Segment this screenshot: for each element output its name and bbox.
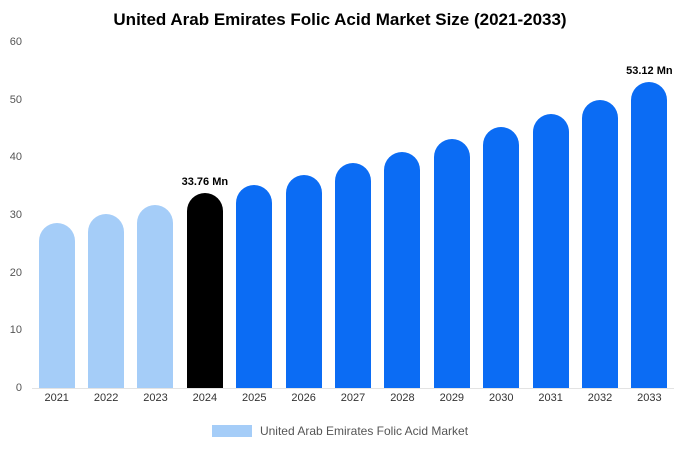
- bar-2029: [433, 139, 470, 388]
- bar-2033: 53.12 Mn: [626, 65, 673, 388]
- y-tick-label: 10: [9, 324, 22, 337]
- bar-2022: [88, 214, 125, 388]
- x-tick-label-2022: 2022: [93, 392, 119, 404]
- bar-2027: [335, 163, 372, 388]
- bar-2026: [285, 174, 322, 388]
- bar-column-2029: [427, 42, 476, 388]
- y-tick-label: 20: [9, 266, 22, 279]
- bar-2031: [532, 113, 569, 388]
- bar-column-2023: [131, 42, 180, 388]
- bar-value-label-2024: 33.76 Mn: [181, 176, 229, 189]
- y-tick-label: 0: [15, 382, 22, 394]
- bar-2025: [236, 185, 273, 388]
- x-tick-label-2030: 2030: [488, 392, 514, 404]
- x-tick-label-2029: 2029: [439, 392, 465, 404]
- legend: United Arab Emirates Folic Acid Market: [0, 424, 680, 438]
- bar-column-2030: [477, 42, 526, 388]
- x-tick-label-2025: 2025: [242, 392, 267, 404]
- legend-swatch-icon: [211, 425, 252, 437]
- bar-column-2026: [279, 42, 328, 388]
- y-tick-label: 50: [9, 93, 22, 106]
- plot-area: 33.76 Mn 53.12 Mn: [32, 42, 674, 389]
- y-tick-label: 30: [9, 209, 22, 221]
- bar-column-2032: [575, 42, 624, 388]
- bar-value-label-2033: 53.12 Mn: [626, 64, 673, 77]
- x-tick-label-2023: 2023: [143, 392, 168, 404]
- bar-column-2022: [81, 42, 130, 388]
- y-tick-label: 60: [9, 36, 22, 48]
- y-axis: 0 10 20 30 40 50 60: [0, 36, 28, 394]
- x-tick-label-2028: 2028: [390, 392, 415, 404]
- bar-2024: 33.76 Mn: [182, 176, 228, 388]
- x-tick-label-2031: 2031: [538, 392, 563, 404]
- bar-column-2028: [378, 42, 427, 388]
- bar-2032: [581, 99, 618, 388]
- bars-container: 33.76 Mn 53.12 Mn: [32, 42, 674, 388]
- x-axis: 2021 2022 2023 2024 2025 2026 2027 2028 2029 2030…: [32, 392, 674, 404]
- y-tick-label: 40: [9, 151, 22, 164]
- bar-column-2027: [328, 42, 377, 388]
- x-tick-label-2027: 2027: [340, 392, 366, 404]
- bar-2021: [38, 223, 75, 388]
- x-tick-label-2033: 2033: [637, 392, 662, 404]
- bar-2030: [483, 126, 520, 388]
- legend-label: United Arab Emirates Folic Acid Market: [259, 424, 469, 438]
- bar-column-2021: [32, 42, 81, 388]
- x-tick-label-2021: 2021: [44, 392, 69, 404]
- bar-2028: [384, 151, 421, 388]
- x-tick-label-2032: 2032: [587, 392, 613, 404]
- bar-2023: [137, 205, 174, 388]
- bar-column-2031: [526, 42, 575, 388]
- bar-column-2025: [230, 42, 279, 388]
- bar-column-2024: 33.76 Mn: [180, 42, 229, 388]
- x-tick-label-2024: 2024: [192, 392, 218, 404]
- bar-column-2033: 53.12 Mn: [625, 42, 674, 388]
- x-tick-label-2026: 2026: [291, 392, 316, 404]
- chart-title: United Arab Emirates Folic Acid Market S…: [113, 10, 567, 29]
